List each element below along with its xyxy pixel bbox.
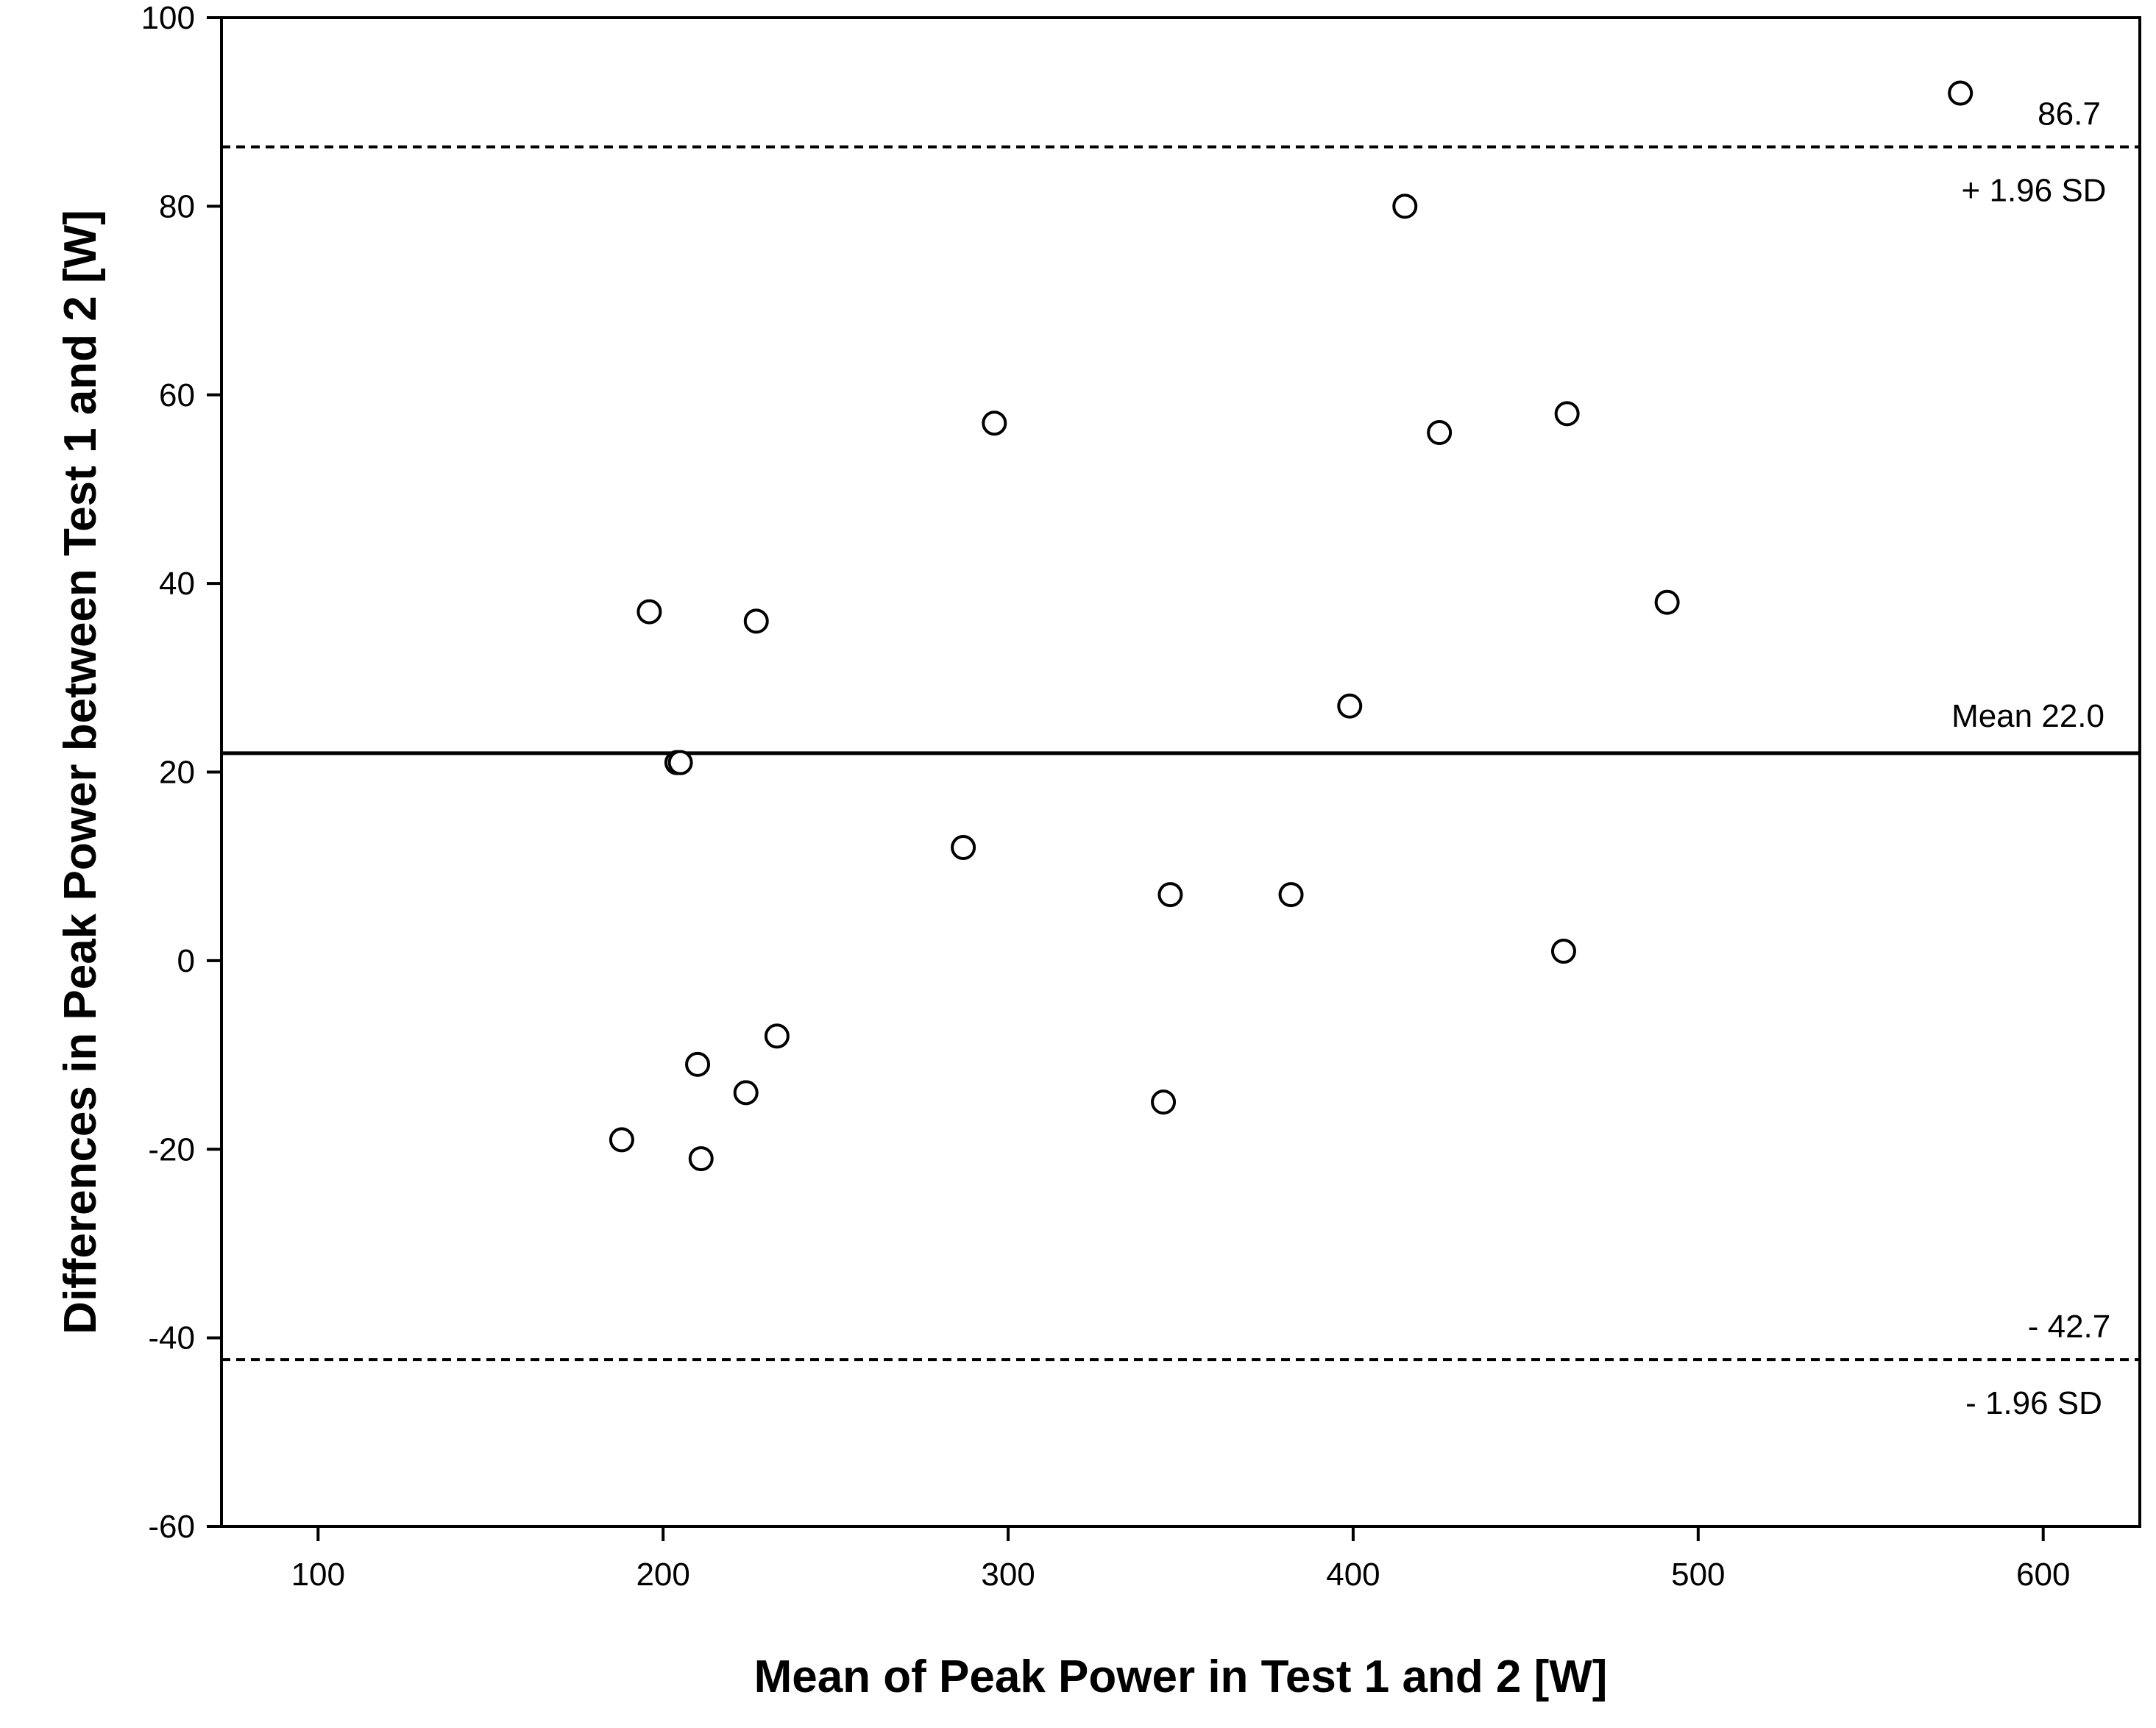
data-point: [1550, 939, 1576, 964]
reference-value-label-2: - 42.7: [2028, 1309, 2111, 1345]
reference-name-label-2: - 1.96 SD: [1965, 1385, 2102, 1421]
data-point: [667, 750, 693, 775]
data-point: [685, 1051, 711, 1077]
x-tick-label-200: 200: [636, 1557, 689, 1593]
reference-name-label-0: + 1.96 SD: [1962, 173, 2107, 209]
data-point: [1392, 193, 1418, 219]
x-axis-title: Mean of Peak Power in Test 1 and 2 [W]: [754, 1651, 1608, 1702]
axes: -60 -40 -20 0 20 40 60 80 100 100 200 300 400 500 600: [141, 0, 2141, 1593]
data-point: [1278, 882, 1304, 908]
data-point: [1157, 882, 1183, 908]
data-point: [609, 1127, 634, 1153]
scatter-points: [609, 80, 1974, 1172]
x-tick-label-100: 100: [291, 1557, 345, 1593]
y-tick-label--40: -40: [148, 1320, 195, 1357]
data-point: [1427, 420, 1453, 446]
data-point: [1554, 401, 1580, 427]
y-tick-label--60: -60: [148, 1509, 195, 1545]
x-tick-label-500: 500: [1671, 1557, 1725, 1593]
y-tick-label-100: 100: [141, 0, 195, 36]
data-point: [636, 599, 662, 625]
x-tick-label-600: 600: [2016, 1557, 2070, 1593]
data-point: [743, 608, 769, 634]
data-point: [951, 835, 976, 861]
reference-name-label-1: Mean 22.0: [1951, 698, 2104, 734]
data-point: [982, 410, 1007, 436]
reference-lines: 86.7 + 1.96 SD Mean 22.0 - 42.7 - 1.96 SD: [221, 96, 2140, 1421]
data-point: [688, 1146, 714, 1172]
y-tick-label--20: -20: [148, 1131, 195, 1167]
y-tick-label-0: 0: [177, 943, 195, 979]
data-point: [1337, 693, 1363, 719]
y-tick-label-80: 80: [159, 188, 195, 224]
data-point: [1654, 589, 1680, 615]
data-point: [1948, 80, 1974, 106]
y-tick-label-20: 20: [159, 755, 195, 791]
reference-value-label-0: 86.7: [2038, 96, 2101, 132]
data-point: [1151, 1089, 1177, 1115]
data-point: [733, 1080, 759, 1106]
x-tick-label-400: 400: [1326, 1557, 1380, 1593]
data-point: [764, 1023, 790, 1049]
plot-frame: [220, 16, 2141, 1528]
y-axis-title: Differences in Peak Power between Test 1…: [55, 210, 106, 1334]
y-tick-label-40: 40: [159, 566, 195, 602]
x-tick-label-300: 300: [981, 1557, 1035, 1593]
y-tick-label-60: 60: [159, 377, 195, 413]
